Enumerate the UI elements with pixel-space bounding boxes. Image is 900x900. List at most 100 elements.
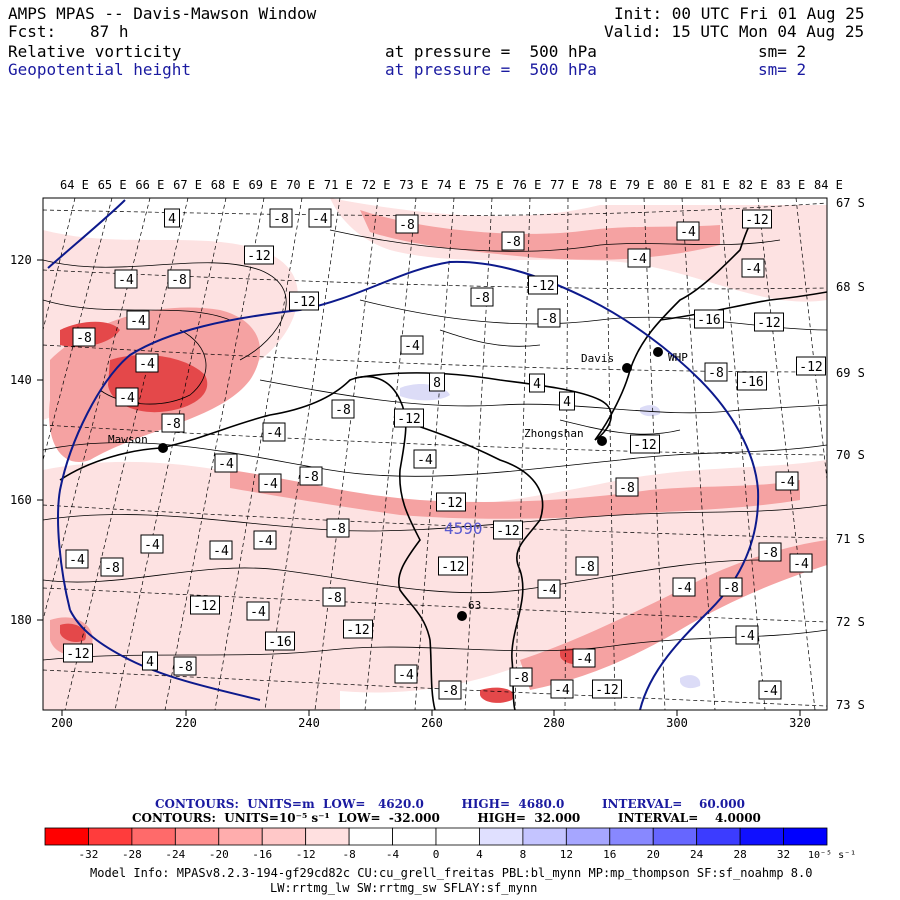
top-longitude-label: 66 E: [135, 178, 164, 192]
colorbar-label: -16: [252, 848, 272, 861]
vorticity-contour-label: -4: [214, 453, 238, 473]
right-latitude-label: 67 S: [836, 196, 865, 210]
colorbar-label: -32: [79, 848, 99, 861]
svg-text:-4: -4: [631, 252, 647, 267]
vorticity-contour-label: -4: [775, 471, 799, 491]
top-longitude-label: 79 E: [626, 178, 655, 192]
vorticity-contour-label: -4: [114, 269, 138, 289]
colorbar-label: 0: [433, 848, 440, 861]
svg-text:-4: -4: [130, 314, 146, 329]
svg-text:-4: -4: [541, 583, 557, 598]
vorticity-contour-label: -12: [493, 520, 523, 540]
top-longitude-label: 76 E: [512, 178, 541, 192]
field-1-name: Relative vorticity: [8, 42, 182, 61]
svg-text:-8: -8: [762, 546, 778, 561]
vorticity-contour-label: -8: [501, 231, 525, 251]
svg-text:4: 4: [563, 395, 571, 410]
svg-text:-4: -4: [213, 544, 229, 559]
x-tick-label: 220: [175, 716, 197, 730]
svg-text:-8: -8: [171, 273, 187, 288]
colorbar-swatch: [174, 827, 220, 846]
colorbar-unit: 10⁻⁵ s⁻¹: [808, 850, 856, 861]
field-1-smooth: sm= 2: [758, 42, 807, 61]
top-longitude-label: 82 E: [739, 178, 768, 192]
colorbar-label: 28: [733, 848, 746, 861]
station-marker: Zhongshan: [524, 427, 607, 446]
vorticity-contour-label: -12: [343, 619, 373, 639]
vorticity-contour-label: -4: [262, 422, 286, 442]
y-tick-label: 180: [10, 613, 32, 627]
vorticity-contour-label: -4: [135, 353, 159, 373]
init-time: Init: 00 UTC Fri 01 Aug 25: [614, 4, 865, 23]
forecast-label: Fcst:: [8, 22, 57, 41]
vorticity-contour-label: -8: [299, 466, 323, 486]
svg-text:-4: -4: [262, 477, 278, 492]
coastline: [59, 209, 827, 710]
vorticity-contour-label: -4: [246, 601, 270, 621]
height-contour-info: CONTOURS: UNITS=m LOW= 4620.0 HIGH= 4680…: [155, 797, 745, 811]
right-latitude-label: 73 S: [836, 698, 865, 712]
vorticity-contour-label: -8: [537, 308, 561, 328]
field-2-level: at pressure = 500 hPa: [385, 60, 597, 79]
y-tick-label: 160: [10, 493, 32, 507]
svg-text:-8: -8: [708, 366, 724, 381]
station-label: Davis: [581, 352, 614, 365]
svg-text:-4: -4: [404, 339, 420, 354]
colorbar-label: -24: [165, 848, 185, 861]
svg-text:-8: -8: [474, 291, 490, 306]
vorticity-contour-label: -4: [115, 387, 139, 407]
height-contour-2: [47, 199, 126, 269]
colorbar-swatch: [131, 827, 176, 846]
right-latitude-label: 70 S: [836, 448, 865, 462]
field-1-level: at pressure = 500 hPa: [385, 42, 597, 61]
svg-text:-4: -4: [793, 557, 809, 572]
field-2-smooth: sm= 2: [758, 60, 807, 79]
top-longitude-label: 84 E: [814, 178, 843, 192]
vorticity-contour-label: -4: [672, 577, 696, 597]
svg-text:-12: -12: [633, 438, 656, 453]
top-longitude-label: 75 E: [475, 178, 504, 192]
svg-text:-8: -8: [723, 581, 739, 596]
colorbar-swatch: [783, 827, 828, 846]
svg-text:-8: -8: [442, 684, 458, 699]
top-longitude-label: 78 E: [588, 178, 617, 192]
svg-text:-8: -8: [273, 212, 289, 227]
colorbar-label: 12: [560, 848, 573, 861]
svg-text:-8: -8: [76, 331, 92, 346]
svg-text:-12: -12: [397, 412, 420, 427]
vorticity-contour-label: -12: [742, 209, 772, 229]
vorticity-contour-label: -8: [438, 680, 462, 700]
colorbar-swatch: [305, 827, 350, 846]
top-longitude-label: 69 E: [249, 178, 278, 192]
vorticity-contour-label: -16: [737, 371, 767, 391]
svg-text:-12: -12: [292, 295, 315, 310]
vorticity-contour-label: -8: [395, 214, 419, 234]
svg-text:-8: -8: [619, 481, 635, 496]
colorbar: -32 -28 -24 -20 -16 -12 -8 -4 0 4 8 12 16 20 24 28 32 10⁻…: [44, 827, 856, 861]
vorticity-contour-label: -4: [209, 540, 233, 560]
svg-text:-16: -16: [740, 375, 763, 390]
vorticity-contour-label: -16: [265, 631, 295, 651]
vorticity-contour-label: -4: [413, 449, 437, 469]
colorbar-swatch: [88, 827, 133, 846]
window-title: AMPS MPAS -- Davis-Mawson Window: [8, 4, 317, 23]
latitude-lines: [43, 202, 827, 707]
top-longitude-label: 71 E: [324, 178, 353, 192]
svg-text:-12: -12: [531, 279, 554, 294]
vorticity-contour-label: -4: [258, 473, 282, 493]
svg-text:4: 4: [146, 655, 154, 670]
svg-text:-8: -8: [177, 660, 193, 675]
colorbar-swatch: [479, 827, 524, 846]
vorticity-contour-label: 4: [164, 208, 180, 228]
colorbar-swatch: [261, 827, 307, 846]
colorbar-label: 4: [476, 848, 483, 861]
svg-text:-4: -4: [576, 652, 592, 667]
vorticity-contour-label: -8: [719, 577, 743, 597]
vorticity-contour-label: -4: [140, 534, 164, 554]
vorticity-contour-info: CONTOURS: UNITS=10⁻⁵ s⁻¹ LOW= -32.000 HI…: [132, 811, 761, 825]
right-latitude-label: 69 S: [836, 366, 865, 380]
svg-text:-12: -12: [496, 524, 519, 539]
vorticity-contour-label: -12: [244, 245, 274, 265]
top-longitude-label: 73 E: [399, 178, 428, 192]
svg-text:-12: -12: [66, 647, 89, 662]
